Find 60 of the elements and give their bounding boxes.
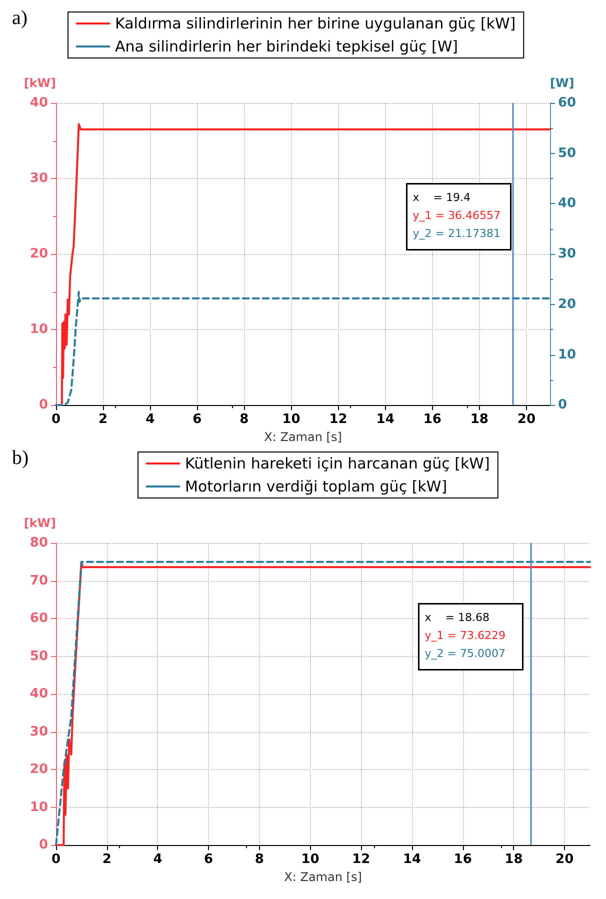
x-axis-title: X: Zaman [s] <box>264 430 342 444</box>
x-tick-label: 10 <box>282 412 300 428</box>
y2-tick-label: 40 <box>558 196 576 212</box>
x-axis-title: X: Zaman [s] <box>284 870 362 884</box>
y-tick-label: 50 <box>30 648 48 664</box>
y2-tick-label: 20 <box>558 296 576 312</box>
y-tick-label: 10 <box>30 800 48 815</box>
y2-tick-label: 10 <box>558 347 576 362</box>
x-tick-label: 18 <box>470 412 488 428</box>
x-tick-label: 6 <box>204 852 214 868</box>
y-tick-label: 20 <box>30 246 48 262</box>
y2-tick-label: 0 <box>558 398 568 413</box>
y-tick-label: 10 <box>30 322 48 338</box>
x-tick-label: 0 <box>51 412 61 428</box>
y2-axis-title: [W] <box>550 76 574 90</box>
x-tick-label: 0 <box>51 852 61 868</box>
y-tick-label: 40 <box>30 686 48 702</box>
x-tick-label: 12 <box>352 852 370 868</box>
annotation: y_1 = 73.6229 <box>424 628 506 642</box>
annotation: y_1 = 36.46557 <box>412 208 500 222</box>
legend-label: Kaldırma silindirlerinin her birine uygulanan güç [kW] <box>115 14 516 32</box>
annotation: x = 19.4 <box>412 190 470 204</box>
y-tick-label: 0 <box>38 838 48 853</box>
y2-tick-label: 30 <box>558 246 576 262</box>
annotation: x = 18.68 <box>424 610 490 624</box>
annotation: y_2 = 21.17381 <box>412 226 500 240</box>
x-tick-label: 12 <box>329 412 348 428</box>
x-tick-label: 8 <box>254 852 264 868</box>
y2-tick-label: 50 <box>558 146 576 161</box>
y-tick-label: 30 <box>30 171 48 186</box>
legend-label: Motorların verdiği toplam güç [kW] <box>185 478 448 496</box>
x-tick-label: 10 <box>301 852 320 868</box>
y-axis-title: [kW] <box>24 76 56 90</box>
y-axis-title: [kW] <box>24 516 56 530</box>
y-tick-label: 20 <box>30 762 48 778</box>
x-tick-label: 4 <box>146 412 155 428</box>
x-tick-label: 16 <box>423 412 442 428</box>
x-tick-label: 4 <box>153 852 162 868</box>
y-tick-label: 40 <box>30 96 48 110</box>
y-tick-label: 0 <box>38 398 48 413</box>
y-tick-label: 70 <box>30 573 48 588</box>
x-tick-label: 20 <box>517 412 536 428</box>
y2-tick-label: 60 <box>558 96 576 110</box>
x-tick-label: 14 <box>402 852 422 868</box>
y-tick-label: 30 <box>30 724 48 740</box>
x-tick-label: 2 <box>102 852 112 868</box>
x-tick-label: 18 <box>504 852 523 868</box>
legend-label: Ana silindirlerin her birindeki tepkisel güç [W] <box>115 38 458 56</box>
chart-title: b) <box>12 447 29 469</box>
x-tick-label: 2 <box>98 412 108 428</box>
legend-label: Kütlenin hareketi için harcanan güç [kW] <box>185 454 490 472</box>
x-tick-label: 14 <box>376 412 394 428</box>
x-tick-label: 16 <box>454 852 472 868</box>
chart-title: a) <box>12 7 28 29</box>
annotation: y_2 = 75.0007 <box>424 646 506 660</box>
y-tick-label: 60 <box>30 611 48 626</box>
x-tick-label: 6 <box>192 412 202 428</box>
y-tick-label: 80 <box>30 536 48 550</box>
x-tick-label: 20 <box>556 852 574 868</box>
x-tick-label: 8 <box>240 412 249 428</box>
